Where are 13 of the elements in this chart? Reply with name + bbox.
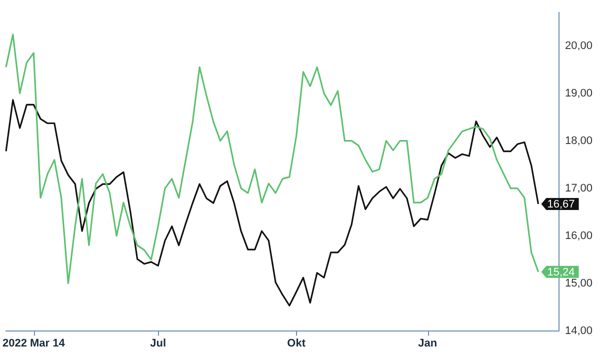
x-tick-label: Okt: [287, 337, 306, 350]
y-tick-label: 20,00: [565, 40, 593, 52]
y-tick-label: 19,00: [565, 87, 593, 100]
x-tick-label: 2022 Mar 14: [2, 337, 66, 350]
y-tick-label: 16,00: [565, 230, 593, 242]
x-tick-label: Jan: [418, 337, 438, 350]
data-label: 15,24: [547, 266, 575, 278]
x-tick-label: Jul: [150, 337, 166, 350]
y-tick-label: 18,00: [565, 134, 593, 147]
y-tick-label: 15,00: [565, 277, 593, 290]
data-label: 16,67: [547, 198, 575, 211]
y-tick-label: 14,00: [565, 324, 593, 337]
y-tick-label: 17,00: [565, 182, 593, 194]
